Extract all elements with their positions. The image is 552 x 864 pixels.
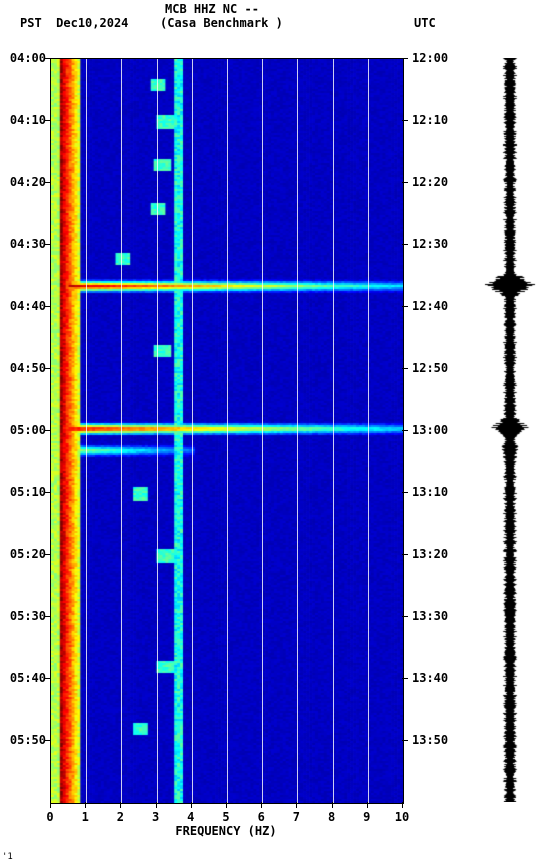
y-left-tick-label: 04:50 bbox=[6, 361, 46, 375]
y-right-tick-label: 13:30 bbox=[412, 609, 452, 623]
gridline-vertical bbox=[297, 59, 298, 803]
y-right-tick-label: 13:50 bbox=[412, 733, 452, 747]
x-tick-label: 9 bbox=[357, 810, 377, 824]
y-left-tick bbox=[44, 430, 50, 431]
y-right-tick-label: 12:20 bbox=[412, 175, 452, 189]
gridline-vertical bbox=[368, 59, 369, 803]
gridline-vertical bbox=[227, 59, 228, 803]
y-left-tick bbox=[44, 554, 50, 555]
x-tick bbox=[402, 802, 403, 808]
y-left-tick bbox=[44, 368, 50, 369]
y-right-tick-label: 12:40 bbox=[412, 299, 452, 313]
y-left-tick bbox=[44, 306, 50, 307]
y-left-tick-label: 04:00 bbox=[6, 51, 46, 65]
y-left-tick bbox=[44, 244, 50, 245]
gridline-vertical bbox=[333, 59, 334, 803]
y-right-tick bbox=[402, 740, 408, 741]
y-right-tick bbox=[402, 678, 408, 679]
y-right-tick bbox=[402, 492, 408, 493]
tz-left: PST Dec10,2024 bbox=[20, 16, 128, 30]
x-tick-label: 4 bbox=[181, 810, 201, 824]
waveform-canvas bbox=[480, 58, 540, 802]
y-right-tick-label: 13:20 bbox=[412, 547, 452, 561]
y-left-tick-label: 04:30 bbox=[6, 237, 46, 251]
y-right-tick-label: 13:40 bbox=[412, 671, 452, 685]
y-right-tick-label: 12:30 bbox=[412, 237, 452, 251]
y-left-tick bbox=[44, 120, 50, 121]
y-right-tick bbox=[402, 616, 408, 617]
x-tick-label: 3 bbox=[146, 810, 166, 824]
spectrogram-plot bbox=[50, 58, 404, 804]
station-line: MCB HHZ NC -- bbox=[165, 2, 259, 16]
y-left-tick bbox=[44, 58, 50, 59]
x-tick-label: 2 bbox=[110, 810, 130, 824]
y-left-tick bbox=[44, 182, 50, 183]
y-right-tick-label: 12:50 bbox=[412, 361, 452, 375]
y-left-tick bbox=[44, 616, 50, 617]
gridline-vertical bbox=[192, 59, 193, 803]
y-left-tick-label: 04:40 bbox=[6, 299, 46, 313]
y-right-tick bbox=[402, 554, 408, 555]
y-right-tick-label: 13:00 bbox=[412, 423, 452, 437]
y-left-tick bbox=[44, 492, 50, 493]
y-left-tick bbox=[44, 678, 50, 679]
waveform-panel bbox=[480, 58, 540, 802]
x-tick bbox=[50, 802, 51, 808]
y-left-tick-label: 05:10 bbox=[6, 485, 46, 499]
y-right-tick-label: 13:10 bbox=[412, 485, 452, 499]
y-right-tick-label: 12:00 bbox=[412, 51, 452, 65]
y-right-tick bbox=[402, 430, 408, 431]
y-right-tick bbox=[402, 306, 408, 307]
y-right-tick bbox=[402, 182, 408, 183]
x-tick-label: 6 bbox=[251, 810, 271, 824]
y-right-tick bbox=[402, 58, 408, 59]
x-tick-label: 7 bbox=[286, 810, 306, 824]
gridline-vertical bbox=[86, 59, 87, 803]
y-left-tick-label: 05:00 bbox=[6, 423, 46, 437]
y-left-tick bbox=[44, 740, 50, 741]
x-tick-label: 10 bbox=[392, 810, 412, 824]
x-tick-label: 0 bbox=[40, 810, 60, 824]
x-tick-label: 8 bbox=[322, 810, 342, 824]
x-tick-label: 5 bbox=[216, 810, 236, 824]
y-left-tick-label: 05:30 bbox=[6, 609, 46, 623]
y-right-tick-label: 12:10 bbox=[412, 113, 452, 127]
site-name: (Casa Benchmark ) bbox=[160, 16, 283, 30]
footer-mark: '1 bbox=[2, 852, 13, 862]
x-tick-label: 1 bbox=[75, 810, 95, 824]
y-left-tick-label: 04:10 bbox=[6, 113, 46, 127]
gridline-vertical bbox=[157, 59, 158, 803]
y-left-tick-label: 05:20 bbox=[6, 547, 46, 561]
y-right-tick bbox=[402, 368, 408, 369]
gridline-vertical bbox=[121, 59, 122, 803]
y-right-tick bbox=[402, 244, 408, 245]
y-right-tick bbox=[402, 120, 408, 121]
gridline-vertical bbox=[262, 59, 263, 803]
x-axis-label: FREQUENCY (HZ) bbox=[0, 824, 452, 838]
y-left-tick-label: 05:50 bbox=[6, 733, 46, 747]
tz-right: UTC bbox=[414, 16, 436, 30]
y-left-tick-label: 05:40 bbox=[6, 671, 46, 685]
y-left-tick-label: 04:20 bbox=[6, 175, 46, 189]
